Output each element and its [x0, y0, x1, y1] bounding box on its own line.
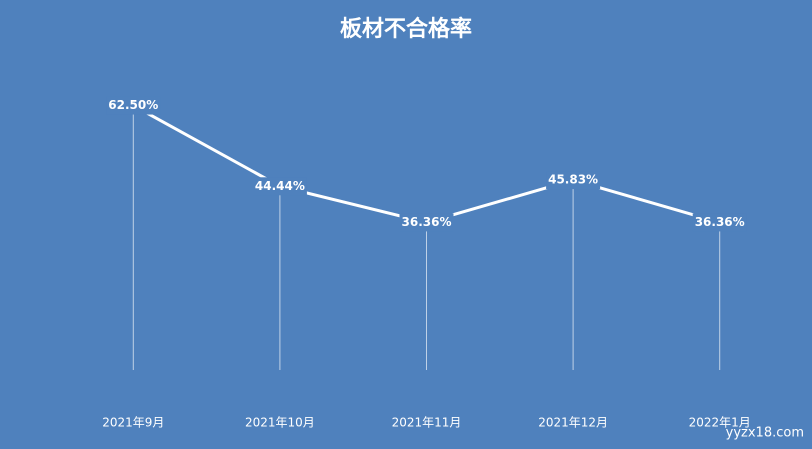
value-label: 44.44% — [255, 179, 305, 193]
x-tick-label: 2021年11月 — [392, 416, 462, 430]
x-tick-label: 2022年1月 — [689, 416, 751, 430]
value-label-bg — [692, 213, 747, 232]
x-tick-label: 2021年9月 — [102, 416, 164, 430]
value-label-bg — [106, 96, 161, 115]
value-label: 45.83% — [548, 173, 598, 187]
value-label: 62.50% — [108, 98, 158, 112]
chart-title: 板材不合格率 — [340, 16, 472, 42]
watermark: yyzx18.com — [726, 426, 804, 441]
value-label: 36.36% — [695, 215, 745, 229]
value-label-bg — [546, 171, 601, 190]
value-label-bg — [399, 213, 454, 232]
value-label: 36.36% — [402, 215, 452, 229]
x-tick-label: 2021年12月 — [538, 416, 608, 430]
x-tick-label: 2021年10月 — [245, 416, 315, 430]
value-label-bg — [252, 177, 307, 196]
